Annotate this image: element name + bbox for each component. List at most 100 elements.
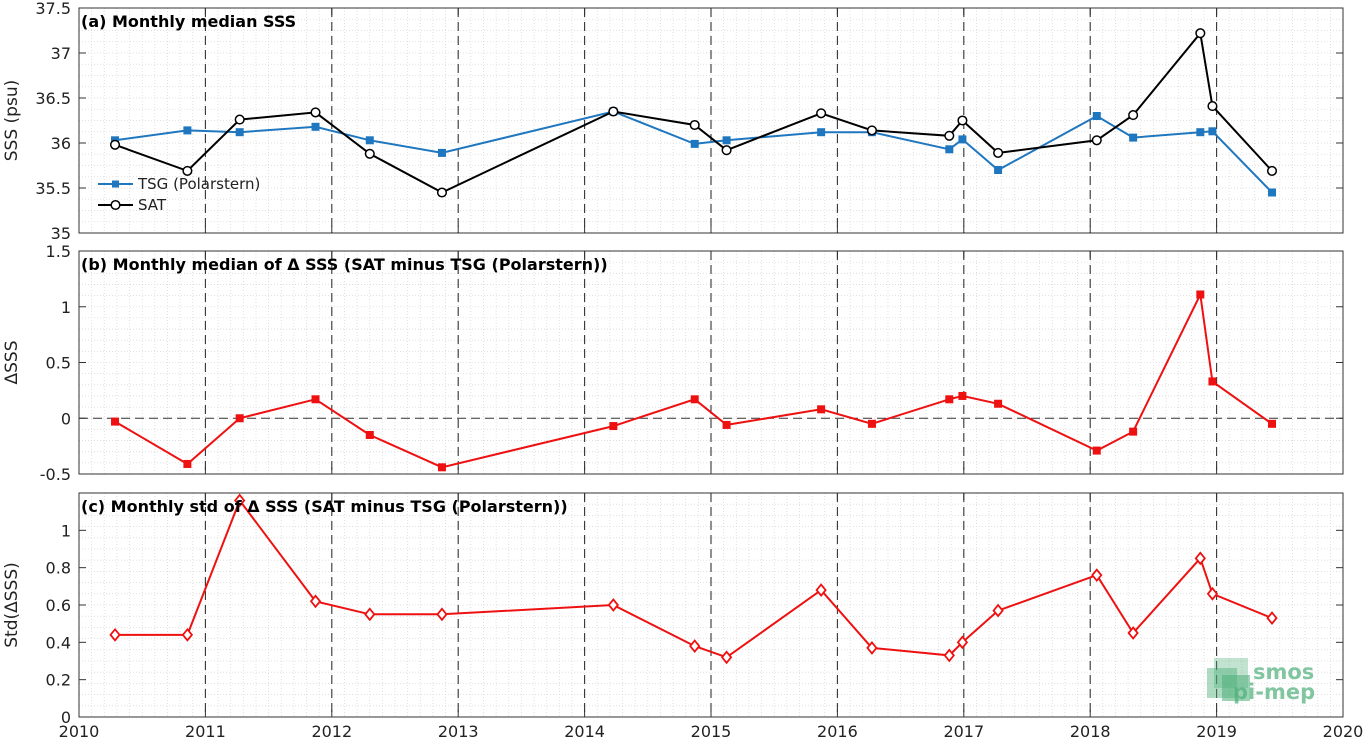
series-delta-sss (109, 493, 1278, 665)
data-point (607, 598, 620, 612)
data-point (436, 187, 448, 198)
data-point (956, 635, 969, 650)
panel-title: (a) Monthly median SSS (81, 12, 296, 31)
legend-label: SAT (138, 196, 167, 214)
data-point (365, 430, 374, 439)
data-point (958, 135, 967, 144)
y-tick-label: 1 (61, 298, 71, 317)
y-tick-label: 0 (61, 409, 71, 428)
x-tick-label: 2016 (817, 722, 858, 741)
data-point (690, 139, 699, 148)
data-point (183, 459, 192, 468)
y-tick-label: 0.2 (46, 671, 71, 690)
data-point (1268, 419, 1277, 428)
data-point (1092, 112, 1101, 120)
panel-b: -0.5 0 0.5 1 1.5 ΔSSS (b) Monthly median of Δ … (2, 242, 1344, 484)
data-point (1194, 551, 1206, 566)
panel-c: 2010 2011 2012 2013 2014 2015 2016 2017 2018 2019… (2, 492, 1364, 741)
data-point (689, 119, 700, 131)
data-point (437, 148, 446, 157)
panel-title: (c) Monthly std of Δ SSS (SAT minus TSG … (81, 497, 568, 516)
data-point (111, 417, 120, 426)
legend-marker (110, 199, 121, 211)
data-point (109, 627, 121, 642)
data-point (109, 139, 121, 150)
data-point (609, 422, 618, 431)
data-point (993, 147, 1004, 158)
x-tick-label: 2013 (438, 722, 479, 741)
data-point (690, 395, 699, 404)
data-point (183, 126, 192, 135)
data-point (722, 136, 731, 145)
data-point (1091, 568, 1103, 583)
legend-marker (112, 180, 119, 188)
grid (78, 492, 1344, 718)
y-tick-label: 35 (51, 224, 71, 243)
y-tick-label: 36 (51, 134, 71, 153)
x-tick-label: 2010 (59, 722, 100, 741)
data-point (1195, 28, 1206, 39)
data-point (1207, 101, 1218, 112)
data-point (866, 641, 878, 655)
data-point (689, 639, 701, 653)
data-point (866, 125, 877, 136)
data-point (944, 130, 955, 141)
data-point (722, 420, 731, 429)
y-tick-label: 0.4 (46, 633, 71, 652)
y-axis-label: ΔSSS (2, 340, 22, 384)
series-tsg-polarstern (111, 107, 1277, 197)
logo-line2: pi-mep (1233, 680, 1315, 704)
data-point (1206, 586, 1219, 601)
panel-title: (b) Monthly median of Δ SSS (SAT minus T… (81, 255, 608, 274)
y-tick-label: 37 (51, 44, 71, 63)
legend-label: TSG (Polarstern) (137, 175, 260, 193)
data-point (364, 148, 375, 159)
data-point (1208, 127, 1217, 136)
data-point (1129, 133, 1138, 142)
data-point (311, 395, 320, 404)
data-point (720, 650, 733, 665)
data-point (994, 166, 1003, 174)
data-point (1091, 135, 1102, 146)
x-tick-label: 2017 (943, 722, 984, 741)
logo-line1: smos (1253, 660, 1314, 684)
y-axis-label: Std(ΔSSS) (2, 562, 22, 648)
data-point (181, 627, 194, 642)
series-delta-sss (111, 290, 1277, 472)
data-point (817, 128, 826, 137)
logo-mark (1207, 658, 1250, 701)
x-tick-label: 2012 (311, 722, 352, 741)
y-axis-label: SSS (psu) (2, 80, 22, 161)
x-tick-label: 2011 (185, 722, 226, 741)
data-point (437, 463, 446, 472)
x-tick-label: 2018 (1070, 722, 1111, 741)
data-point (1268, 188, 1277, 197)
data-point (1208, 377, 1217, 386)
y-tick-label: 0 (61, 708, 71, 727)
data-point (311, 122, 320, 131)
data-point (958, 391, 967, 400)
data-point (309, 594, 322, 609)
data-point (721, 145, 732, 156)
data-point (364, 607, 376, 622)
data-point (235, 414, 244, 423)
x-tick-label: 2020 (1323, 722, 1364, 741)
data-point (234, 493, 246, 508)
legend: TSG (Polarstern) SAT (98, 175, 260, 214)
data-point (815, 583, 827, 597)
data-point (365, 136, 374, 145)
x-tick-label: 2015 (691, 722, 732, 741)
y-tick-label: 0.5 (46, 354, 71, 373)
x-tick-label: 2014 (564, 722, 605, 741)
series-sat (109, 28, 1278, 198)
data-point (1092, 446, 1101, 455)
data-point (1266, 165, 1278, 176)
data-point (945, 145, 954, 154)
data-point (1266, 611, 1278, 625)
data-point (436, 607, 448, 622)
data-point (235, 128, 244, 137)
data-point (1129, 427, 1138, 436)
y-tick-label: 1.5 (46, 242, 71, 261)
